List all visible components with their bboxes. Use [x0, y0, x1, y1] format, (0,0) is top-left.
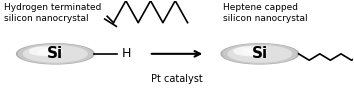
Circle shape — [228, 46, 292, 62]
Text: Pt catalyst: Pt catalyst — [151, 74, 203, 84]
Circle shape — [234, 47, 267, 56]
Circle shape — [221, 44, 299, 64]
Circle shape — [223, 44, 297, 63]
Circle shape — [242, 49, 264, 55]
Text: Si: Si — [47, 46, 63, 61]
Circle shape — [17, 44, 94, 64]
Circle shape — [38, 49, 59, 55]
Circle shape — [29, 47, 62, 56]
Circle shape — [24, 46, 87, 62]
Text: Heptene capped
silicon nanocrystal: Heptene capped silicon nanocrystal — [223, 3, 308, 23]
Text: H: H — [121, 47, 131, 60]
Text: Si: Si — [252, 46, 268, 61]
Circle shape — [18, 44, 92, 63]
Text: Hydrogen terminated
silicon nanocrystal: Hydrogen terminated silicon nanocrystal — [4, 3, 102, 23]
